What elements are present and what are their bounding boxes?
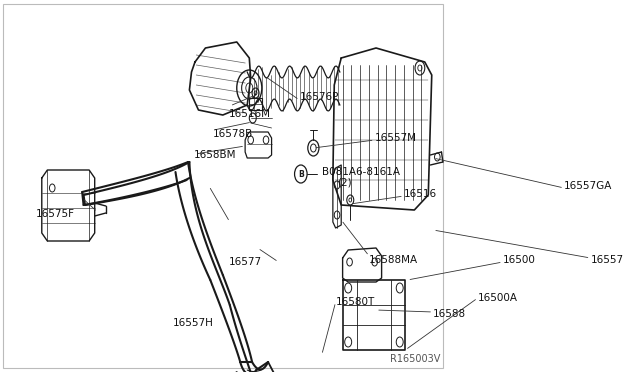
Bar [250,98,262,110]
Text: 16578B: 16578B [212,129,253,139]
Text: R165003V: R165003V [390,354,440,364]
Text: 16588MA: 16588MA [369,255,418,265]
Text: 16516: 16516 [404,189,437,199]
Text: 16576P: 16576P [300,92,339,102]
Text: 16500A: 16500A [477,293,518,303]
Text: 16557H: 16557H [173,318,214,328]
Text: 16580T: 16580T [335,297,375,307]
Text: 16577: 16577 [228,257,262,267]
Text: (2): (2) [337,177,351,187]
Text: B081A6-8161A: B081A6-8161A [322,167,400,177]
Text: 16500: 16500 [503,255,536,265]
Text: B: B [298,170,304,179]
Text: 16516M: 16516M [228,109,271,119]
Text: 1658BM: 1658BM [193,150,236,160]
Text: 16575F: 16575F [36,209,76,219]
Text: 16557M: 16557M [374,133,417,143]
Text: 16557: 16557 [591,255,623,265]
Text: 16557GA: 16557GA [564,181,612,191]
Text: 16588: 16588 [433,309,467,319]
